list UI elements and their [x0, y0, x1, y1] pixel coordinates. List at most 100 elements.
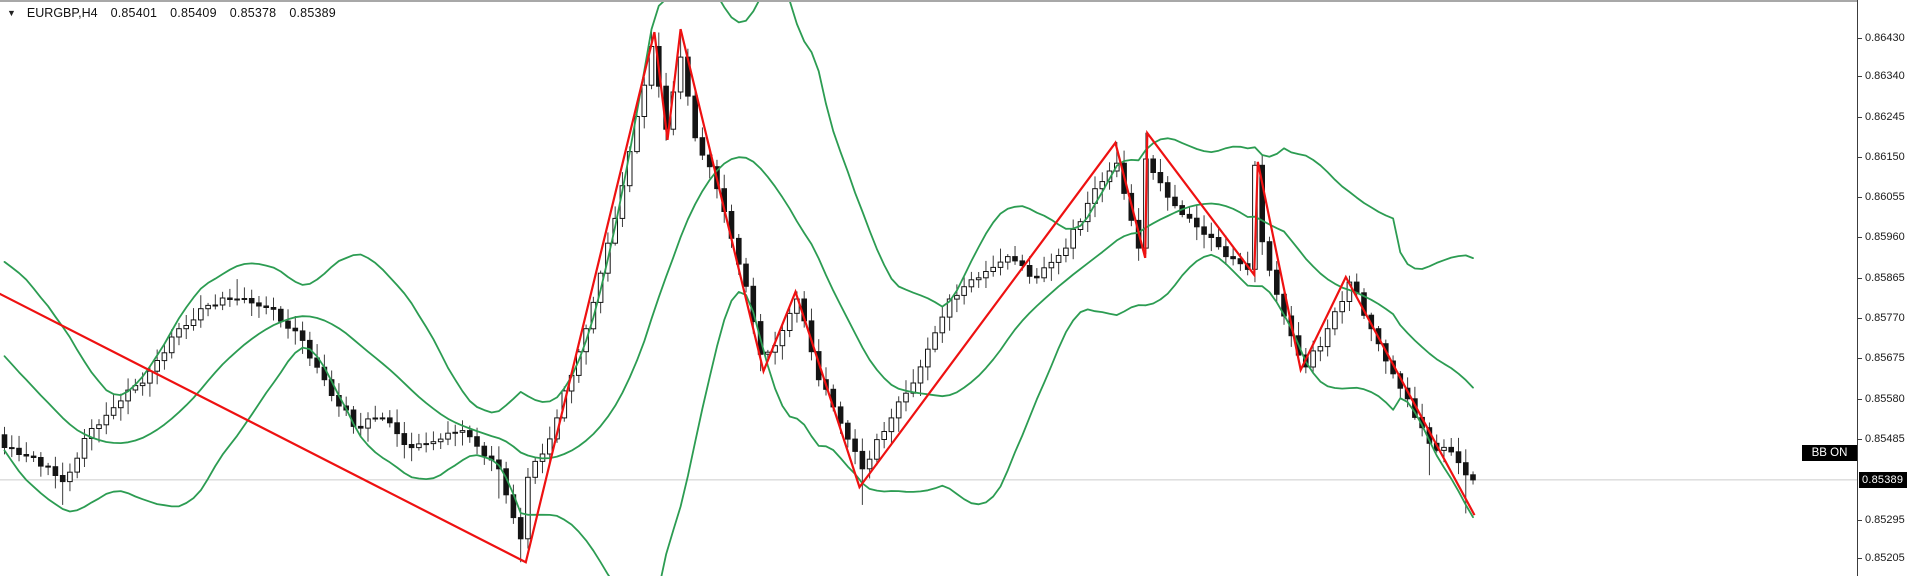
axis-tick-mark: [1858, 557, 1862, 559]
bear-candle-body: [736, 237, 742, 265]
bull-candle-body: [641, 84, 648, 117]
bull-candle-body: [241, 298, 248, 300]
bear-candle-body: [1026, 265, 1033, 277]
bear-candle-body: [387, 417, 393, 424]
bollinger-upper-band: [3, 0, 1474, 414]
bear-candle-body: [45, 465, 51, 468]
bollinger-middle-band: [3, 156, 1474, 460]
bull-candle-body: [1441, 446, 1447, 451]
bull-candle-body: [1324, 328, 1331, 348]
bull-candle-body: [372, 417, 379, 420]
bull-candle-body: [975, 277, 982, 281]
bear-candle-body: [837, 406, 844, 424]
axis-tick-mark: [1858, 439, 1862, 441]
bull-candle-body: [198, 308, 204, 321]
bear-candle-body: [1164, 182, 1171, 198]
bull-candle-body: [1063, 247, 1069, 257]
bull-candle-body: [612, 217, 619, 244]
axis-tick-label: 0.86245: [1865, 110, 1905, 123]
bear-candle-body: [1448, 446, 1455, 453]
bear-candle-body: [292, 327, 299, 332]
bear-candle-body: [467, 430, 473, 438]
bear-candle-body: [1012, 256, 1018, 262]
bb-toggle-badge[interactable]: BB ON: [1802, 445, 1857, 461]
axis-tick-mark: [1858, 519, 1862, 521]
bull-candle-body: [430, 441, 437, 445]
ohlc-high-value: 0.85409: [170, 6, 217, 20]
bear-candle-body: [248, 298, 255, 304]
bollinger-lower-band: [3, 253, 1474, 576]
bear-candle-body: [408, 444, 415, 449]
zigzag-line: [0, 28, 1476, 564]
bear-candle-body: [285, 320, 291, 329]
bear-candle-body: [38, 457, 44, 467]
bear-candle-body: [1259, 164, 1266, 243]
price-chart-canvas[interactable]: [0, 0, 1857, 576]
price-axis[interactable]: 0.85389 0.86430 0.86340 0.86245 0.86150 0.86…: [1857, 0, 1912, 576]
bull-candle-body: [183, 325, 189, 330]
bear-candle-body: [1230, 256, 1236, 260]
symbol-timeframe-label: EURGBP,H4: [26, 6, 98, 20]
axis-tick-label: 0.85580: [1865, 392, 1905, 405]
bear-candle-body: [23, 454, 30, 457]
bear-candle-body: [394, 422, 400, 435]
axis-tick-label: 0.85485: [1865, 433, 1905, 446]
axis-tick-label: 0.85205: [1865, 551, 1905, 564]
bull-candle-body: [154, 360, 160, 372]
bear-candle-body: [52, 466, 59, 477]
bull-candle-body: [532, 460, 539, 478]
bear-candle-body: [1274, 269, 1280, 295]
bull-candle-body: [96, 424, 102, 429]
bull-candle-body: [379, 417, 386, 420]
bear-candle-body: [227, 297, 233, 300]
bear-candle-body: [9, 447, 15, 450]
bear-candle-body: [474, 436, 480, 447]
bull-candle-body: [459, 430, 466, 433]
bear-candle-body: [30, 455, 37, 459]
bull-candle-body: [866, 458, 873, 470]
bull-candle-body: [110, 407, 117, 416]
bear-candle-body: [1157, 172, 1164, 184]
bull-candle-body: [997, 261, 1004, 268]
bull-candle-body: [161, 352, 168, 362]
bull-candle-body: [1041, 267, 1047, 279]
axis-tick-mark: [1858, 277, 1862, 279]
bull-candle-body: [1332, 311, 1338, 330]
bull-candle-body: [1099, 181, 1106, 190]
ohlc-close-value: 0.85389: [289, 6, 336, 20]
axis-tick-mark: [1858, 76, 1862, 78]
bear-candle-body: [1215, 237, 1222, 248]
axis-tick-label: 0.85865: [1865, 271, 1905, 284]
bear-candle-body: [1208, 233, 1215, 239]
bull-candle-body: [234, 298, 240, 301]
bull-candle-body: [205, 304, 211, 310]
axis-tick-label: 0.86150: [1865, 150, 1905, 163]
bull-candle-body: [452, 431, 458, 434]
bull-candle-body: [961, 286, 967, 296]
axis-tick-label: 0.86055: [1865, 191, 1905, 204]
collapse-chevron-icon[interactable]: ▼: [7, 8, 16, 18]
bull-candle-body: [786, 312, 793, 331]
axis-tick-label: 0.85770: [1865, 312, 1905, 325]
bear-candle-body: [1361, 292, 1367, 316]
current-price-badge: 0.85389: [1859, 471, 1908, 488]
bear-candle-body: [743, 263, 749, 287]
chart-header: ▼ EURGBP,H4 0.85401 0.85409 0.85378 0.85…: [7, 6, 336, 20]
bull-candle-body: [1055, 255, 1062, 263]
bear-candle-body: [1, 434, 8, 448]
bull-candle-body: [67, 471, 73, 483]
axis-tick-mark: [1858, 197, 1862, 199]
axis-tick-label: 0.86430: [1865, 32, 1905, 44]
bear-candle-body: [263, 305, 269, 308]
bull-candle-body: [1048, 261, 1055, 269]
axis-tick-mark: [1858, 398, 1862, 400]
bear-candle-body: [278, 308, 284, 322]
bull-candle-body: [888, 417, 895, 433]
axis-tick-label: 0.86340: [1865, 70, 1905, 83]
bull-candle-body: [74, 457, 81, 473]
bear-candle-body: [1172, 196, 1178, 207]
candles-series: [1, 29, 1476, 563]
axis-tick-label: 0.85295: [1865, 513, 1905, 526]
bull-candle-body: [946, 298, 953, 318]
